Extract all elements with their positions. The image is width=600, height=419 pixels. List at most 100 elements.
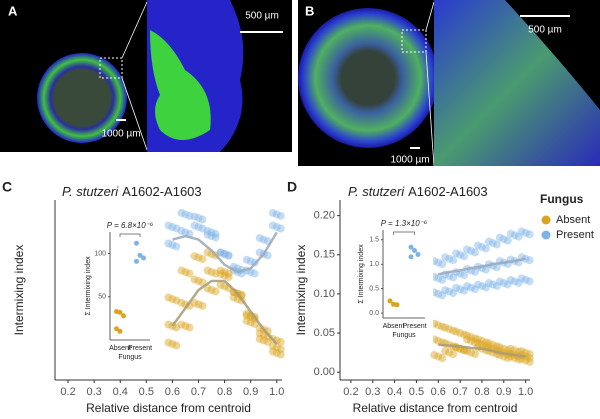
inset-y-tick-label: 0.5 <box>369 286 379 293</box>
data-point <box>181 268 190 276</box>
data-point <box>268 342 277 351</box>
zoom-box <box>99 57 123 79</box>
inset-x-tick-label: Present <box>402 323 426 330</box>
data-point <box>492 240 501 249</box>
inset-x-tick-label: Absent <box>383 323 405 330</box>
scale-label: 1000 µm <box>101 129 140 140</box>
data-point <box>467 283 476 292</box>
data-point <box>168 295 177 303</box>
scale-label: 500 µm <box>245 11 279 22</box>
data-point <box>259 235 268 244</box>
data-point <box>481 338 490 347</box>
data-point <box>203 230 212 239</box>
data-point <box>510 277 519 286</box>
x-tick-label: 0.6 <box>165 386 180 398</box>
data-point <box>463 335 472 344</box>
data-point <box>276 224 285 233</box>
y-axis-label: Intermixing index <box>294 245 308 336</box>
data-point <box>255 329 264 338</box>
data-point <box>467 332 476 341</box>
data-point <box>525 230 534 239</box>
data-point <box>477 282 486 291</box>
data-point <box>177 226 186 235</box>
x-tick-label: 1.0 <box>518 386 533 398</box>
data-point <box>430 351 439 360</box>
data-point <box>449 273 458 282</box>
data-point <box>452 327 461 336</box>
chart-title: P. stutzeri A1602-A1603 <box>62 184 202 199</box>
data-point <box>438 291 447 300</box>
data-point <box>488 340 497 349</box>
data-point <box>194 223 203 231</box>
data-point <box>495 343 504 352</box>
data-point <box>438 275 447 284</box>
data-point <box>272 223 281 231</box>
data-point <box>471 350 480 359</box>
panel-b: 500 µm 1000 µm B <box>298 0 600 167</box>
data-point <box>503 280 512 289</box>
inset-y-tick-label: 100 <box>94 250 106 257</box>
panel-a: 500 µm 1000 µm A <box>0 0 292 152</box>
zoom-line <box>121 77 148 151</box>
data-point <box>514 347 523 356</box>
data-point <box>207 268 216 276</box>
data-point <box>471 338 480 347</box>
data-point <box>268 208 277 217</box>
inset-y-tick-label: 50 <box>98 294 106 301</box>
inset-x-axis-label: Fungus <box>392 332 416 339</box>
data-point <box>259 336 268 345</box>
data-point <box>220 250 229 258</box>
data-point <box>525 277 534 286</box>
data-point <box>216 270 225 279</box>
zoom-box <box>401 29 427 53</box>
data-point <box>506 229 515 238</box>
data-point <box>164 239 173 248</box>
data-point <box>276 345 285 354</box>
fit-line <box>172 231 278 274</box>
inset-background <box>72 214 158 372</box>
data-point <box>441 347 450 356</box>
y-tick-label: 0.00 <box>314 366 335 378</box>
data-point <box>521 275 530 284</box>
data-point <box>276 211 285 220</box>
data-point <box>185 269 194 278</box>
data-point <box>246 318 255 327</box>
data-point <box>190 275 199 284</box>
data-point <box>198 255 207 264</box>
data-point <box>255 234 264 243</box>
data-point <box>456 329 465 338</box>
significance-bracket <box>393 231 415 235</box>
data-point <box>181 210 190 219</box>
legend-title: Fungus <box>540 192 584 206</box>
data-point <box>242 309 251 318</box>
data-point <box>172 341 181 350</box>
panel-label: A <box>8 3 18 18</box>
data-point <box>246 257 255 266</box>
data-point <box>463 331 472 340</box>
data-point <box>441 286 450 295</box>
data-point <box>211 269 220 278</box>
data-point <box>220 250 229 258</box>
x-tick-label: 0.2 <box>343 386 358 398</box>
data-point <box>211 287 220 296</box>
data-point <box>190 212 199 221</box>
data-point <box>503 354 512 363</box>
inset-point <box>114 326 119 332</box>
data-point <box>434 258 443 267</box>
data-point <box>190 252 199 261</box>
data-point <box>272 343 281 352</box>
data-point <box>517 227 526 236</box>
panel-label: B <box>305 3 314 18</box>
data-point <box>506 344 515 353</box>
x-axis-label: Relative distance from centroid <box>353 401 518 415</box>
data-point <box>224 251 233 260</box>
data-point <box>467 246 476 255</box>
data-point <box>463 245 472 254</box>
data-point <box>473 280 482 289</box>
data-point <box>172 323 181 332</box>
title-strain: A1602-A1603 <box>122 184 202 199</box>
data-point <box>514 232 523 241</box>
legend: Fungus <box>540 192 584 206</box>
data-point <box>172 242 181 251</box>
data-point <box>492 342 501 351</box>
